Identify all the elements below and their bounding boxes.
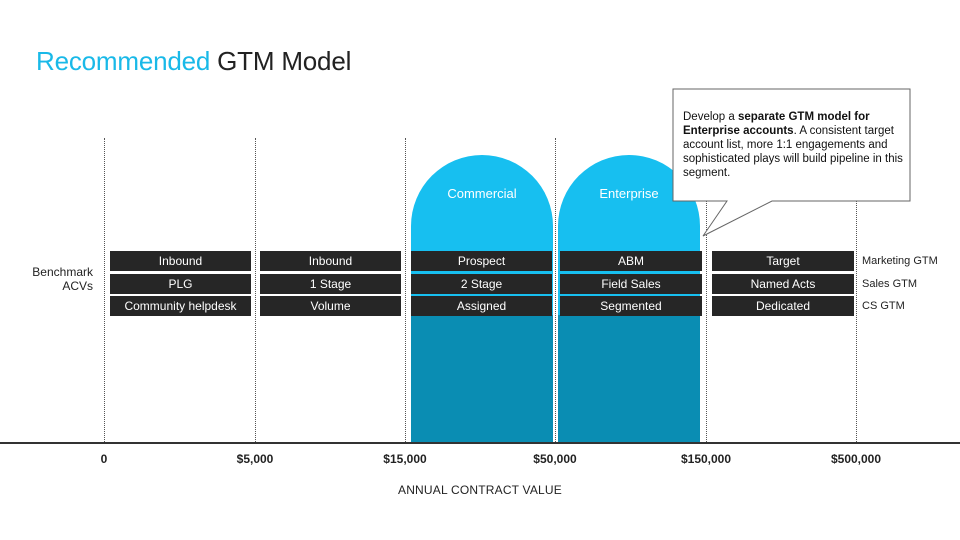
cs-cell-4: Segmented [560,296,702,316]
row-label-cs-gtm: CS GTM [862,300,905,312]
guide-line-5000 [255,138,256,442]
marketing-cell-4: ABM [560,251,702,271]
row-label-sales-gtm: Sales GTM [862,278,918,290]
marketing-cell-1: Inbound [110,251,251,271]
title-accent: Recommended [36,46,211,76]
sales-cell-4: Field Sales [560,274,702,294]
axis-tick-500000: $500,000 [830,452,882,466]
axis-tick-150000: $150,000 [680,452,732,466]
benchmark-line-1: Benchmark [32,265,93,279]
x-axis-title: ANNUAL CONTRACT VALUE [397,483,562,497]
enterprise-arch-bottom [558,315,700,443]
cs-cell-1: Community helpdesk [110,296,251,316]
sales-cell-2: 1 Stage [260,274,401,294]
guide-line-150000 [706,138,707,442]
commercial-label: Commercial [447,186,517,201]
sales-cell-3: 2 Stage [411,274,552,294]
enterprise-label: Enterprise [599,186,659,201]
axis-tick-0: 0 [100,452,108,466]
guide-line-500000 [856,138,857,442]
page-title: Recommended GTM Model [36,46,351,77]
callout-text-post: . A consistent target account list, more… [683,125,903,179]
benchmark-acvs-label: Benchmark ACVs [20,265,93,293]
marketing-cell-3: Prospect [411,251,552,271]
cs-cell-2: Volume [260,296,401,316]
cs-cell-5: Dedicated [712,296,854,316]
callout-text-pre: Develop a [683,111,738,123]
guide-line-15000 [405,138,406,442]
axis-tick-15000: $15,000 [383,452,427,466]
cs-cell-3: Assigned [411,296,552,316]
commercial-arch-bottom [411,315,553,443]
x-axis-line [0,442,960,444]
benchmark-line-2: ACVs [62,279,93,293]
marketing-cell-5: Target [712,251,854,271]
axis-tick-50000: $50,000 [533,452,577,466]
callout-text-bold: separate GTM model for Enterprise accoun… [683,111,870,137]
sales-cell-1: PLG [110,274,251,294]
marketing-cell-2: Inbound [260,251,401,271]
callout-text: Develop a separate GTM model for Enterpr… [683,110,905,180]
row-label-marketing-gtm: Marketing GTM [862,255,938,267]
guide-line-0 [104,138,105,442]
axis-tick-5000: $5,000 [236,452,274,466]
title-rest: GTM Model [217,46,352,76]
sales-cell-5: Named Acts [712,274,854,294]
guide-line-50000 [555,138,556,442]
